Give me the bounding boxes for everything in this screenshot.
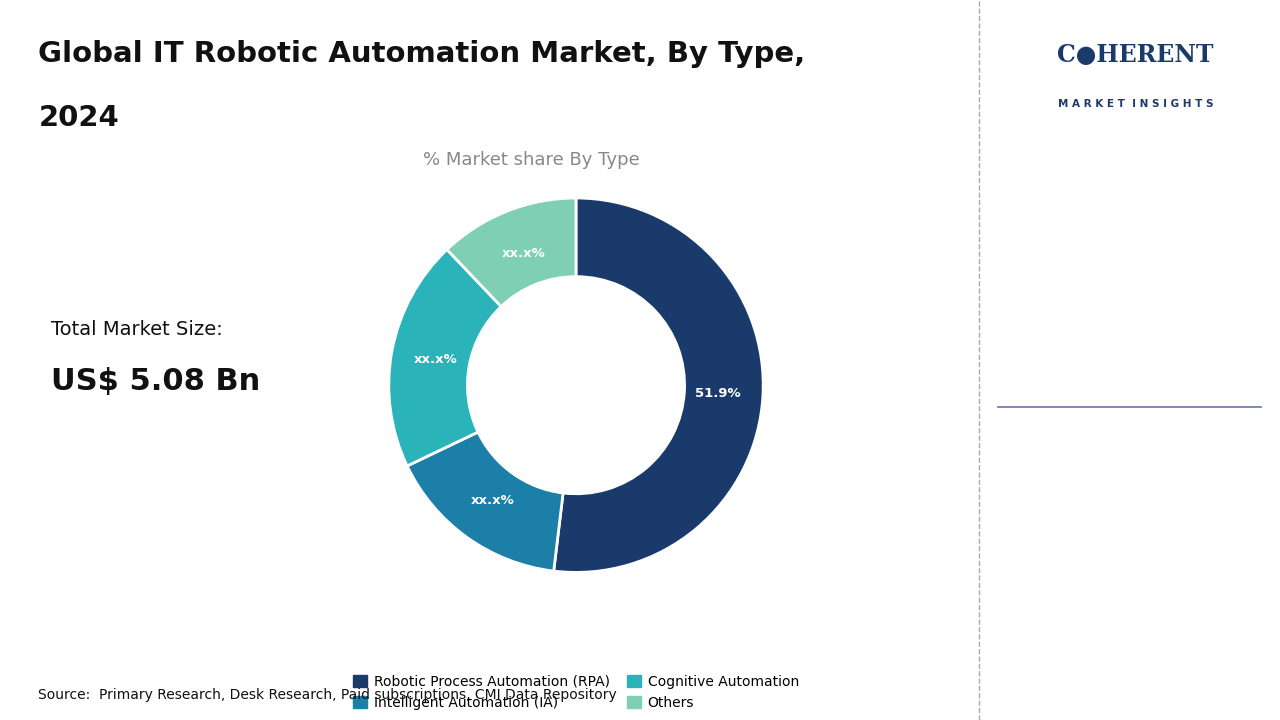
Text: 51.9%: 51.9% [695,387,741,400]
Text: C●HERENT: C●HERENT [1057,42,1213,67]
Legend: Robotic Process Automation (RPA), Intelligent Automation (IA), Cognitive Automat: Robotic Process Automation (RPA), Intell… [348,669,804,715]
Text: 2024: 2024 [38,104,119,132]
Text: Global IT Robotic Automation Market, By Type,: Global IT Robotic Automation Market, By … [38,40,805,68]
Text: xx.x%: xx.x% [415,353,458,366]
Text: xx.x%: xx.x% [471,495,515,508]
Wedge shape [389,250,502,466]
Text: Source:  Primary Research, Desk Research, Paid subscriptions, CMI Data Repositor: Source: Primary Research, Desk Research,… [38,688,617,702]
Text: US$ 5.08 Bn: US$ 5.08 Bn [51,367,260,396]
Wedge shape [447,198,576,307]
Text: xx.x%: xx.x% [502,246,545,260]
Text: 51.9%: 51.9% [1002,176,1156,220]
Text: M A R K E T  I N S I G H T S: M A R K E T I N S I G H T S [1057,99,1213,109]
Text: Robotic Process
Automation (RPA): Robotic Process Automation (RPA) [1002,241,1155,276]
Text: % Market share By Type: % Market share By Type [422,151,640,169]
Wedge shape [554,198,763,572]
Text: Total Market Size:: Total Market Size: [51,320,223,339]
Text: Type -
Estimated Market
Revenue Share, 2024: Type - Estimated Market Revenue Share, 2… [1002,313,1166,368]
Text: Global IT Robotic
Automation
Market: Global IT Robotic Automation Market [1002,425,1190,504]
Wedge shape [407,432,563,571]
